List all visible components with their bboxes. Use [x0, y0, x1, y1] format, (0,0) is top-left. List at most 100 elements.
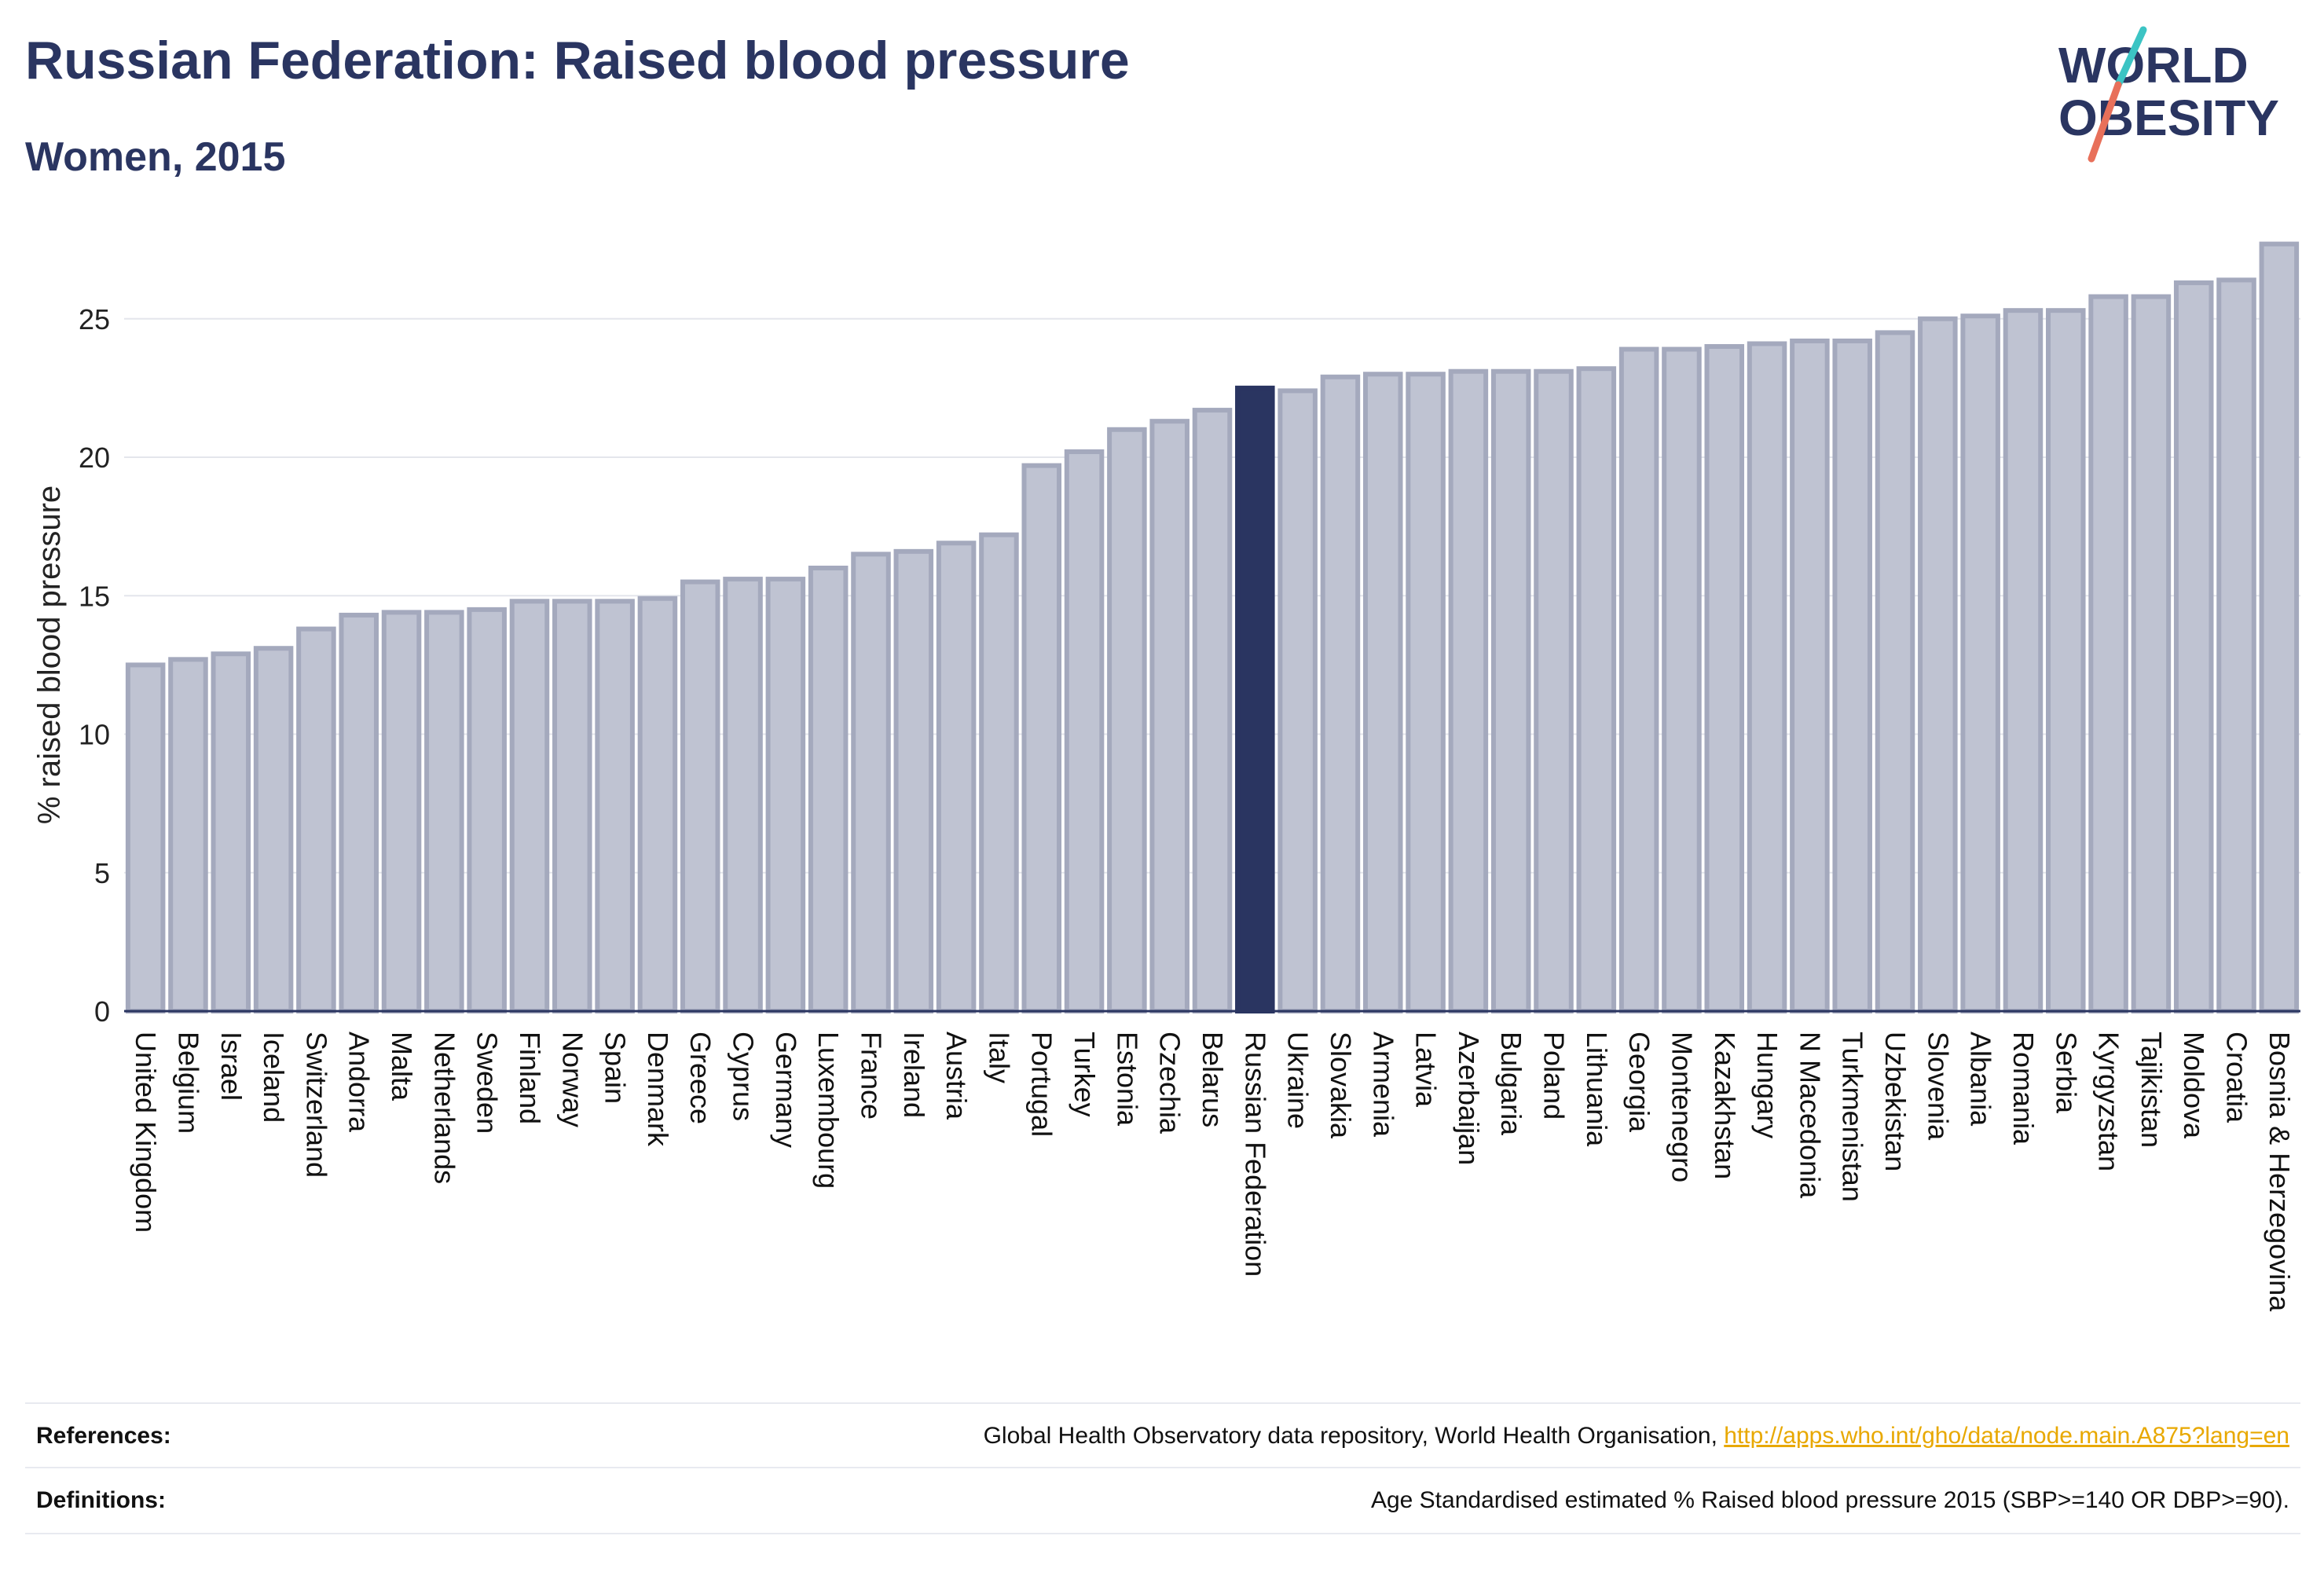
x-tick-label: United Kingdom: [130, 1032, 162, 1233]
bar-chart: 0 5 10 15 20 25 % raised blood pressure United …: [32, 241, 2300, 1312]
bar: [424, 610, 464, 1014]
bar: [1875, 330, 1915, 1013]
x-tick-label: Georgia: [1623, 1032, 1655, 1133]
y-tick-label: 5: [94, 857, 110, 889]
x-tick-label: Ukraine: [1282, 1032, 1314, 1129]
references-link[interactable]: http://apps.who.int/gho/data/node.main.A…: [1724, 1423, 2289, 1449]
x-tick-label: Lithuania: [1581, 1032, 1613, 1147]
bar: [339, 612, 379, 1013]
x-tick-label: France: [855, 1032, 887, 1120]
page-title: Russian Federation: Raised blood pressur…: [25, 31, 1130, 90]
x-tick-label: Armenia: [1367, 1032, 1399, 1138]
world-obesity-logo: WORLD OBESITY: [2058, 26, 2279, 163]
x-tick-label: Norway: [556, 1032, 588, 1127]
x-tick-label: Sweden: [471, 1032, 504, 1134]
x-tick-label: Moldova: [2178, 1032, 2210, 1139]
logo-line2: OBESITY: [2058, 90, 2279, 146]
bar: [2259, 241, 2300, 1013]
x-tick-label: Austria: [940, 1032, 973, 1120]
x-tick-label: Latvia: [1410, 1032, 1442, 1108]
x-tick-label: Uzbekistan: [1879, 1032, 1912, 1171]
bar: [125, 662, 166, 1013]
x-tick-label: Tajikistan: [2135, 1032, 2168, 1148]
references-row: References: Global Health Observatory da…: [25, 1402, 2300, 1468]
x-tick-label: Iceland: [258, 1032, 290, 1123]
x-tick-label: Cyprus: [728, 1032, 760, 1121]
references-label: References:: [36, 1423, 171, 1449]
bar: [1960, 313, 2000, 1014]
x-tick-label: Czechia: [1154, 1032, 1186, 1134]
page-subtitle: Women, 2015: [25, 134, 286, 180]
bar: [936, 541, 977, 1013]
x-tick-label: Germany: [770, 1032, 802, 1148]
bar: [509, 599, 550, 1013]
bar: [2131, 294, 2172, 1013]
x-tick-label: Italy: [983, 1032, 1015, 1083]
bar: [1490, 368, 1531, 1014]
x-tick-label: Greece: [684, 1032, 717, 1124]
bar: [1320, 374, 1361, 1013]
bar: [1918, 316, 1958, 1013]
logo-slash-coral-icon: [2088, 81, 2122, 163]
bar: [1406, 372, 1446, 1013]
x-tick-label: Croatia: [2221, 1032, 2253, 1123]
bar: [1576, 366, 1617, 1013]
bar: [1192, 408, 1233, 1013]
definitions-label: Definitions:: [36, 1487, 166, 1513]
bar: [765, 577, 806, 1013]
x-tick-label: Azerbaijan: [1453, 1032, 1485, 1165]
bar: [723, 577, 763, 1013]
x-tick-label: Bosnia & Herzegovina: [2264, 1032, 2296, 1312]
x-tick-label: Belarus: [1197, 1032, 1229, 1127]
bar: [552, 599, 592, 1013]
bar: [2088, 294, 2128, 1013]
bar: [1277, 388, 1318, 1013]
x-tick-label: Israel: [215, 1032, 247, 1101]
x-tick-label: Switzerland: [300, 1032, 332, 1178]
bar: [467, 607, 507, 1013]
x-tick-label: Russian Federation: [1239, 1032, 1271, 1277]
x-tick-label: Malta: [386, 1032, 418, 1101]
bar: [808, 566, 849, 1013]
x-tick-label: Romania: [2007, 1032, 2040, 1145]
x-tick-label: Denmark: [642, 1032, 674, 1147]
bar: [1362, 372, 1403, 1013]
bar: [680, 579, 720, 1013]
bar: [637, 596, 678, 1013]
bar: [1704, 344, 1745, 1013]
x-tick-label: Netherlands: [428, 1032, 460, 1184]
x-tick-label: Serbia: [2050, 1032, 2082, 1114]
y-axis-label: % raised blood pressure: [32, 486, 67, 824]
definitions-text: Age Standardised estimated % Raised bloo…: [1370, 1487, 2289, 1513]
x-tick-label: Finland: [514, 1032, 546, 1124]
references-text: Global Health Observatory data repositor…: [984, 1423, 2300, 1450]
y-tick-label: 0: [94, 995, 110, 1028]
bar: [979, 532, 1019, 1013]
y-tick-label: 20: [79, 442, 110, 474]
bar: [851, 552, 891, 1013]
bar: [2046, 308, 2086, 1013]
y-tick-label: 25: [79, 303, 110, 335]
bar: [1790, 338, 1830, 1013]
bar: [2216, 277, 2256, 1013]
bar: [1832, 338, 1872, 1013]
definitions-row: Definitions: Age Standardised estimated …: [25, 1467, 2300, 1534]
x-tick-label: Ireland: [898, 1032, 930, 1118]
x-tick-label: N Macedonia: [1794, 1032, 1826, 1199]
bar: [1747, 341, 1787, 1014]
x-tick-label: Turkey: [1069, 1032, 1101, 1117]
x-tick-label: Bulgaria: [1495, 1032, 1527, 1136]
y-tick-label: 10: [79, 719, 110, 751]
bar: [1618, 346, 1659, 1013]
x-tick-label: Estonia: [1111, 1032, 1143, 1127]
bar: [2173, 280, 2214, 1013]
bar: [1235, 385, 1275, 1013]
logo-slash-teal-icon: [2114, 26, 2147, 89]
x-tick-label: Montenegro: [1666, 1032, 1698, 1182]
bar: [1021, 463, 1062, 1013]
x-tick-label: Andorra: [343, 1032, 376, 1133]
x-tick-label: Slovenia: [1922, 1032, 1954, 1141]
x-tick-label: Spain: [599, 1032, 632, 1104]
x-tick-label: Albania: [1965, 1032, 1997, 1127]
logo-line1: WORLD: [2058, 37, 2249, 93]
